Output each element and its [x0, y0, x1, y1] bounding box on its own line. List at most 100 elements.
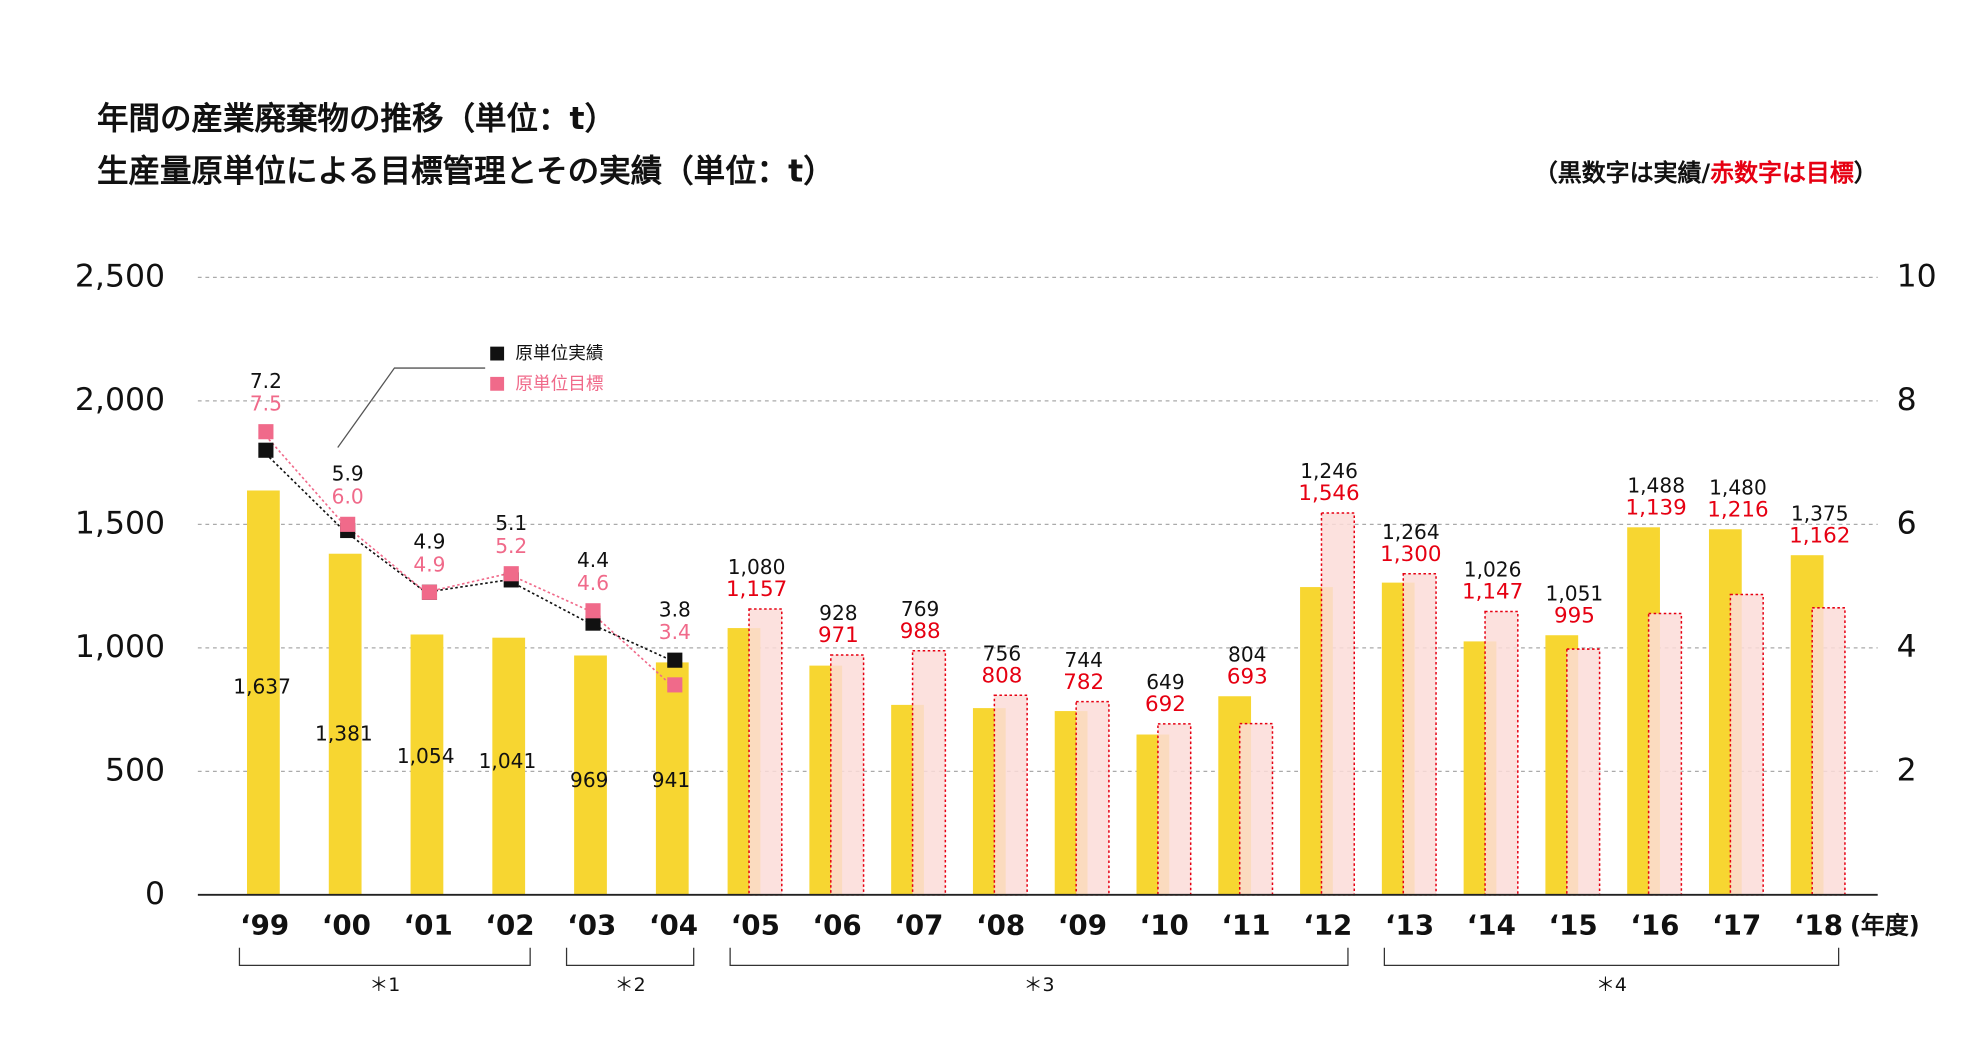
- y2-tick-label: 6: [1897, 505, 1917, 541]
- x-tick-label: ‘10: [1140, 908, 1189, 941]
- bar: [410, 634, 444, 895]
- target-label: 988: [900, 619, 941, 644]
- target-bar: [1647, 612, 1683, 896]
- target-bar: [830, 654, 865, 896]
- group-bracket: [1383, 947, 1840, 967]
- x-tick-label: ‘06: [813, 908, 862, 941]
- x-tick-label: ‘01: [404, 908, 453, 941]
- rate-marker: [667, 677, 683, 693]
- x-tick-label: ‘14: [1467, 908, 1516, 941]
- y-tick-label: 1,500: [75, 505, 165, 541]
- target-bar: [1811, 607, 1846, 896]
- target-label: 693: [1227, 664, 1268, 689]
- x-tick-label: ‘12: [1303, 908, 1352, 941]
- rate-marker: [258, 442, 274, 458]
- value-label: 1,381: [315, 721, 373, 745]
- note: （黒数字は実績/赤数字は目標）: [1534, 159, 1878, 187]
- leader-line: [337, 367, 486, 448]
- x-axis-label: (年度): [1850, 911, 1920, 939]
- legend-swatch: [490, 346, 505, 361]
- chart-title: 年間の産業廃棄物の推移（単位：t）: [97, 100, 616, 137]
- group-bracket: [565, 947, 695, 967]
- rate-target-label: 4.6: [577, 571, 609, 595]
- value-label: 969: [570, 768, 608, 792]
- bar: [247, 490, 280, 895]
- note-part: （黒数字は実績/: [1534, 159, 1711, 187]
- value-label: 649: [1146, 670, 1184, 694]
- y-tick-label: 2,500: [75, 258, 165, 294]
- value-label: 941: [652, 768, 690, 792]
- y-tick-label: 1,000: [75, 629, 165, 665]
- legend-swatch: [490, 376, 505, 391]
- target-label: 995: [1554, 603, 1595, 628]
- x-tick-label: ‘00: [322, 908, 371, 941]
- target-label: 1,216: [1707, 497, 1768, 522]
- y2-tick-label: 4: [1897, 629, 1917, 665]
- rate-target-label: 7.5: [250, 392, 282, 416]
- x-tick-label: ‘13: [1385, 908, 1434, 941]
- bar: [574, 655, 607, 895]
- note-part: 赤数字は目標: [1710, 159, 1854, 187]
- x-tick-label: ‘18: [1794, 908, 1843, 941]
- rate-label: 5.1: [495, 511, 527, 535]
- target-label: 1,546: [1298, 481, 1359, 506]
- value-label: 804: [1228, 642, 1266, 666]
- group-bracket: [238, 947, 531, 967]
- x-tick-label: ‘03: [567, 908, 616, 941]
- value-label: 769: [901, 597, 939, 621]
- rate-label: 3.8: [659, 598, 691, 622]
- target-label: 1,147: [1462, 580, 1523, 605]
- legend-label: 原単位目標: [515, 373, 604, 394]
- target-bar: [1484, 610, 1519, 896]
- y2-tick-label: 8: [1897, 382, 1917, 418]
- target-bar: [993, 694, 1028, 896]
- x-tick-label: ‘16: [1630, 908, 1679, 941]
- value-label: 1,375: [1791, 501, 1849, 525]
- rate-marker: [585, 615, 601, 631]
- rate-line: [261, 449, 672, 661]
- value-label: 1,246: [1300, 459, 1358, 483]
- group-label: ＊4: [1596, 974, 1627, 996]
- rate-marker: [340, 516, 356, 532]
- rate-label: 4.4: [577, 548, 609, 572]
- value-label: 1,051: [1546, 581, 1604, 605]
- target-bar: [1566, 648, 1601, 896]
- value-label: 1,480: [1709, 475, 1767, 499]
- target-label: 1,162: [1789, 523, 1850, 548]
- target-bar: [1402, 572, 1437, 896]
- x-tick-label: ‘15: [1549, 908, 1598, 941]
- target-label: 782: [1063, 670, 1104, 695]
- target-bar: [1238, 722, 1274, 896]
- value-label: 744: [1064, 648, 1102, 672]
- note-part: ）: [1854, 159, 1878, 187]
- y-tick-label: 500: [105, 752, 165, 788]
- value-label: 756: [983, 641, 1021, 665]
- bar: [655, 662, 689, 895]
- y2-tick-label: 2: [1897, 752, 1917, 788]
- target-bar: [1075, 700, 1110, 896]
- value-label: 1,041: [479, 749, 537, 773]
- target-label: 692: [1145, 692, 1186, 717]
- group-bracket: [729, 947, 1349, 967]
- rate-marker: [585, 603, 601, 619]
- x-tick-label: ‘11: [1221, 908, 1270, 941]
- target-label: 808: [981, 663, 1022, 688]
- target-bar: [1157, 723, 1192, 896]
- x-tick-label: ‘09: [1058, 908, 1107, 941]
- y2-tick-label: 10: [1897, 258, 1937, 294]
- value-label: 1,080: [728, 555, 786, 579]
- group-label: ＊3: [1024, 974, 1055, 996]
- group-label: ＊1: [369, 974, 400, 996]
- value-label: 1,637: [233, 675, 291, 699]
- rate-marker: [258, 424, 274, 440]
- value-label: 1,054: [397, 744, 455, 768]
- legend-label: 原単位実績: [515, 343, 603, 364]
- chart-title: 生産量原単位による目標管理とその実績（単位：t）: [97, 153, 835, 190]
- y-tick-label: 0: [145, 876, 165, 912]
- value-label: 928: [819, 601, 857, 625]
- x-tick-label: ‘05: [731, 908, 780, 941]
- x-tick-label: ‘99: [240, 908, 289, 941]
- target-bar: [1729, 593, 1764, 896]
- y-tick-label: 2,000: [75, 382, 165, 418]
